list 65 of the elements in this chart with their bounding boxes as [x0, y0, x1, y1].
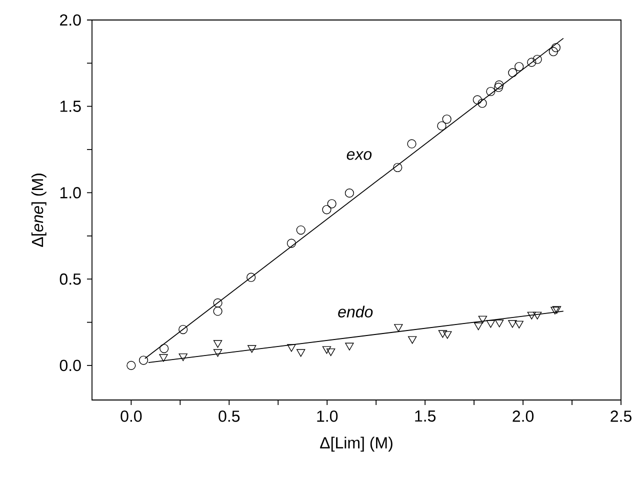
point [327, 199, 336, 208]
x-tick-label: 2.0 [512, 410, 534, 422]
x-tick-label: 0.5 [218, 410, 240, 422]
point [508, 68, 518, 78]
point [296, 225, 306, 235]
point [508, 320, 517, 328]
y-axis-title: Δ[ene] (M) [31, 174, 46, 247]
point [394, 324, 403, 332]
point [287, 344, 296, 352]
point [527, 58, 536, 67]
point [246, 272, 256, 282]
point [533, 312, 542, 320]
point [322, 346, 332, 354]
point [532, 54, 542, 64]
point [494, 80, 504, 90]
point [178, 353, 188, 362]
y-tick-label: 0.5 [60, 273, 81, 285]
series-label: exo [346, 151, 372, 160]
point [551, 43, 561, 52]
point [478, 316, 488, 324]
point [486, 86, 496, 96]
point [494, 82, 504, 92]
point [552, 306, 562, 314]
point [213, 340, 222, 348]
point [178, 324, 188, 334]
y-tick-label: 0.0 [60, 360, 81, 372]
point [213, 349, 222, 357]
x-tick-label: 0.0 [120, 410, 142, 422]
point [443, 331, 452, 339]
point [393, 162, 402, 172]
point [344, 188, 354, 198]
point [248, 345, 256, 353]
point [345, 342, 354, 350]
point [514, 62, 524, 72]
point [213, 306, 222, 316]
point [486, 320, 496, 328]
point [159, 354, 168, 362]
point [126, 360, 136, 370]
point [514, 320, 524, 328]
point [296, 349, 306, 357]
point [495, 320, 504, 328]
point [472, 95, 482, 104]
x-axis-title: Δ[Lim] (M) [320, 436, 392, 452]
point [437, 121, 446, 130]
x-tick-label: 1.5 [415, 410, 436, 422]
x-tick-label: 2.5 [610, 410, 632, 422]
x-tick-label: 1.0 [317, 410, 338, 422]
point [550, 306, 560, 314]
y-tick-label: 2.0 [60, 14, 81, 26]
y-tick-label: 1.0 [60, 187, 81, 198]
point [442, 114, 452, 124]
point [527, 312, 536, 320]
point [408, 336, 417, 344]
point [548, 47, 558, 56]
point [286, 238, 296, 248]
y-tick-label: 1.5 [60, 100, 81, 112]
point [326, 348, 336, 356]
point [407, 139, 416, 148]
point [478, 98, 487, 108]
point [160, 344, 169, 354]
point [474, 322, 483, 330]
point [322, 205, 332, 214]
series-label: endo [338, 306, 373, 318]
point [213, 298, 222, 308]
point [438, 330, 448, 338]
